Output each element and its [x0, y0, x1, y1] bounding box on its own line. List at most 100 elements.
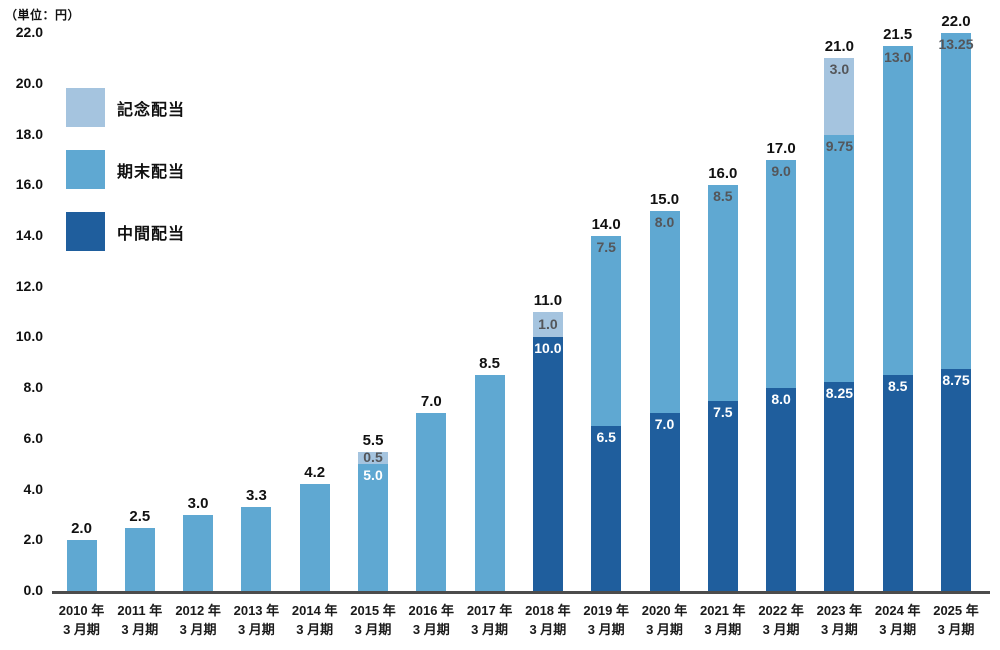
segment-value-label: 7.5: [713, 403, 733, 420]
legend-item: 記念配当: [66, 88, 185, 127]
segment-value-label: 8.25: [825, 384, 854, 401]
bar-segment-2022: [766, 388, 797, 591]
bar-total-label: 3.0: [187, 494, 209, 512]
unit-label: （単位：円）: [5, 8, 81, 22]
legend-swatch: [66, 212, 105, 251]
bar-total-label: 22.0: [941, 13, 971, 31]
bar-total-label: 5.5: [362, 431, 384, 449]
segment-value-label: 8.75: [942, 372, 970, 389]
bar-total-label: 2.5: [129, 507, 151, 525]
legend-label: 中間配当: [117, 225, 186, 243]
segment-value-label: 0.5: [363, 449, 383, 466]
bar-segment-2020: [649, 413, 680, 591]
bar-total-label: 16.0: [708, 165, 738, 183]
segment-value-label: 8.0: [654, 213, 675, 230]
bar-segment-2023: [824, 381, 855, 591]
segment-value-label: 8.5: [887, 378, 908, 395]
y-tick-label: 22.0: [15, 24, 43, 41]
legend-swatch: [66, 150, 105, 189]
segment-value-label: 5.0: [363, 467, 383, 484]
bar-segment-2023: [824, 58, 855, 135]
bar-total-label: 7.0: [420, 393, 442, 411]
segment-value-label: 1.0: [538, 316, 558, 333]
bar-total-label: 4.2: [304, 464, 326, 482]
bar-segment-2012: [183, 514, 214, 591]
bar-segment-2018: [532, 312, 563, 338]
bar-segment-2017: [474, 375, 505, 591]
bar-total-label: 2.0: [71, 520, 92, 538]
bar-total-label: 3.3: [245, 487, 267, 505]
bar-segment-2014: [299, 484, 330, 591]
segment-value-label: 7.0: [654, 416, 675, 433]
bar-segment-2020: [649, 210, 680, 414]
y-tick-label: 10.0: [15, 328, 43, 345]
bar-total-label: 21.5: [883, 25, 913, 43]
bar-segment-2010: [66, 540, 97, 591]
bar-segment-2021: [707, 400, 738, 591]
bar-segment-2016: [416, 413, 447, 591]
legend-item: 期末配当: [66, 150, 185, 189]
bar-total-label: 21.0: [824, 38, 854, 56]
bar-segment-2019: [591, 426, 622, 591]
segment-value-label: 8.0: [771, 391, 791, 408]
segment-value-label: 8.5: [713, 188, 733, 205]
y-tick-label: 2.0: [23, 531, 43, 548]
bar-total-label: 11.0: [533, 292, 563, 310]
segment-value-label: 13.25: [938, 36, 974, 53]
y-tick-label: 8.0: [23, 379, 43, 396]
segment-value-label: 7.5: [596, 238, 616, 255]
segment-value-label: 3.0: [829, 61, 850, 78]
legend-swatch: [66, 88, 105, 127]
bar-segment-2021: [707, 185, 738, 401]
segment-value-label: 9.0: [771, 162, 791, 179]
segment-value-label: 6.5: [596, 429, 616, 446]
bar-segment-2024: [882, 375, 913, 591]
bar-segment-2015: [358, 451, 388, 465]
bar-segment-2018: [532, 337, 563, 591]
bar-segment-2025: [941, 369, 971, 591]
bar-total-label: 8.5: [479, 355, 501, 373]
y-tick-label: 6.0: [23, 429, 43, 446]
y-tick-label: 12.0: [15, 277, 43, 294]
bar-total-label: 17.0: [766, 139, 796, 157]
bar-segment-2024: [882, 45, 913, 376]
y-tick-label: 0.0: [23, 582, 43, 598]
bar-segment-2019: [591, 235, 622, 427]
legend-label: 記念配当: [117, 101, 186, 119]
y-tick-label: 14.0: [15, 226, 43, 243]
bar-total-label: 15.0: [649, 190, 680, 208]
bar-segment-2023: [824, 134, 855, 382]
y-tick-label: 20.0: [15, 74, 43, 91]
bar-total-label: 14.0: [591, 215, 621, 233]
y-tick-label: 4.0: [23, 480, 43, 497]
bar-segment-2015: [358, 464, 388, 591]
segment-value-label: 10.0: [534, 340, 562, 357]
x-axis-line: [52, 591, 990, 594]
bar-segment-2025: [941, 33, 971, 370]
legend-label: 期末配当: [117, 163, 186, 181]
legend-item: 中間配当: [66, 212, 185, 251]
bar-segment-2022: [766, 159, 797, 389]
y-tick-label: 18.0: [15, 125, 43, 142]
segment-value-label: 9.75: [825, 137, 854, 154]
y-tick-label: 16.0: [15, 176, 43, 193]
segment-value-label: 13.0: [884, 48, 912, 65]
bar-segment-2011: [124, 527, 155, 591]
